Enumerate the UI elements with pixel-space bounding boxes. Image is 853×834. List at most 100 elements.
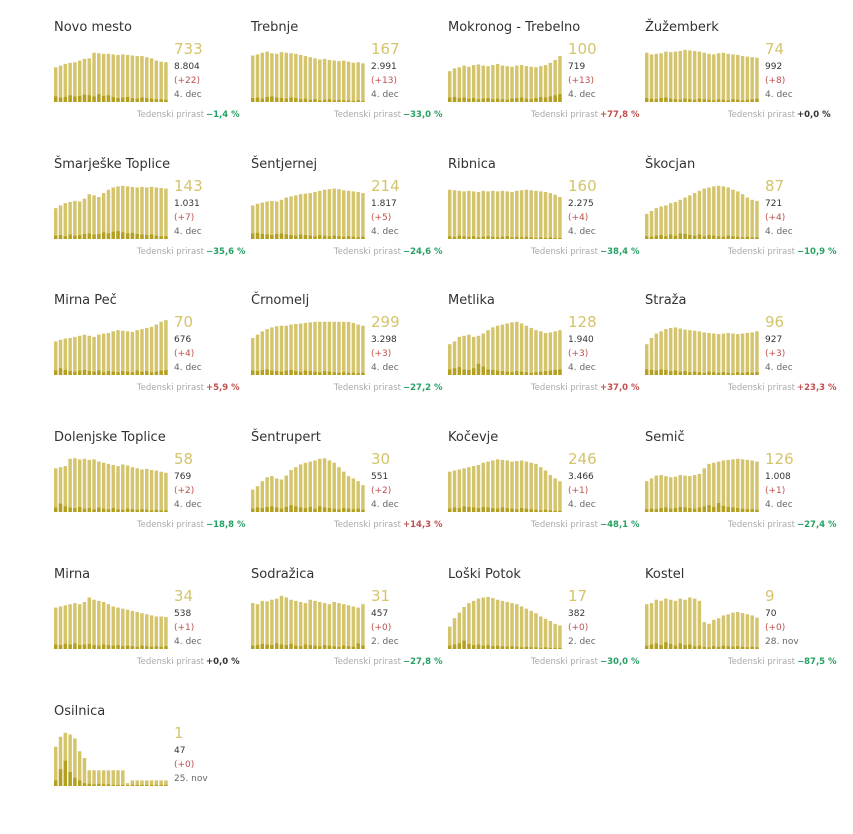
active-cases-bar (745, 459, 750, 512)
new-cases-bar (111, 784, 115, 786)
new-cases-bar (270, 645, 274, 649)
active-cases-bar (101, 53, 106, 102)
new-cases-bar (97, 233, 101, 239)
new-cases-bar (524, 98, 529, 102)
new-cases-bar (645, 369, 649, 375)
new-cases-bar (673, 508, 678, 512)
active-cases-bar (448, 344, 452, 375)
new-cases-bar (154, 646, 159, 649)
active-cases-bar (274, 326, 279, 375)
active-cases-bar (356, 481, 360, 512)
active-cases-bar (495, 599, 500, 649)
new-cases-bar (755, 647, 759, 649)
municipality-name: Šentjernej (251, 157, 318, 172)
active-cases-bar (106, 333, 111, 375)
active-cases-bar (346, 476, 351, 512)
new-cases-bar (361, 509, 365, 512)
new-cases-bar (462, 236, 466, 239)
active-cases-bar (265, 51, 269, 102)
new-cases-bar (284, 234, 288, 239)
new-cases-bar (755, 372, 759, 375)
new-cases-bar (457, 508, 462, 512)
active-cases-bar (92, 52, 96, 102)
new-cases-bar (140, 645, 144, 649)
active-cases-bar (97, 334, 101, 375)
new-cases-bar (745, 99, 750, 102)
active-cases-bar (284, 597, 288, 649)
new-cases-bar (452, 236, 457, 239)
new-cases-bar (500, 646, 505, 649)
active-cases-bar (106, 189, 111, 239)
municipality-name: Ribnica (448, 157, 496, 172)
new-cases-bar (337, 99, 341, 102)
new-cases-bar (462, 506, 466, 512)
new-cases-bar (260, 508, 265, 512)
active-cases-bar (58, 339, 63, 375)
date-label: 4. dec (371, 227, 399, 237)
active-cases-bar (740, 459, 745, 512)
active-cases-bar (125, 331, 130, 375)
new-cases-bar (313, 236, 317, 239)
active-cases-bar (121, 54, 125, 102)
total-cases-value: 1.008 (765, 472, 791, 482)
municipality-name: Osilnica (54, 704, 106, 719)
active-cases-bar (121, 185, 125, 239)
new-cases-bar (558, 369, 562, 375)
weekly-growth-label: Tedenski prirast (530, 383, 598, 393)
new-cases-bar (750, 237, 754, 239)
active-cases-bar (337, 603, 341, 649)
active-cases-bar (471, 191, 476, 239)
new-cases-bar (457, 367, 462, 375)
new-cases-bar (707, 99, 711, 102)
new-cases-bar (361, 100, 365, 102)
active-cases-bar (548, 193, 553, 239)
active-cases-bar (524, 189, 529, 239)
new-cases-bar (251, 233, 255, 239)
active-cases-bar (116, 54, 120, 102)
active-cases-bar (111, 54, 115, 102)
active-cases-bar (125, 783, 130, 786)
new-cases-bar (87, 95, 91, 102)
total-cases-value: 1.031 (174, 199, 200, 209)
new-cases-bar (298, 99, 303, 102)
new-cases-bar (755, 98, 759, 102)
active-cases-bar (308, 599, 312, 649)
weekly-growth-value: −1,4 % (206, 110, 240, 120)
active-cases-bar (303, 462, 308, 512)
new-cases-bar (106, 645, 111, 649)
new-cases-bar (313, 371, 317, 375)
new-cases-bar (58, 97, 63, 102)
new-cases-bar (726, 372, 730, 375)
new-cases-bar (332, 508, 336, 512)
new-cases-bar (351, 100, 356, 102)
new-cases-bar (73, 371, 77, 375)
new-cases-bar (63, 96, 68, 102)
active-cases-bar (510, 603, 514, 649)
active-cases-bar (327, 321, 332, 375)
active-cases-bar (318, 190, 322, 239)
active-cases-bar (111, 331, 115, 375)
active-cases-bar (649, 54, 654, 102)
active-cases-bar (495, 325, 500, 375)
new-cases-bar (688, 235, 692, 239)
active-cases-bar (721, 52, 726, 102)
new-cases-bar (274, 507, 279, 512)
active-cases-bar (539, 331, 543, 375)
new-cases-bar (149, 646, 154, 649)
new-cases-value: (+1) (568, 486, 589, 496)
new-cases-bar (500, 99, 505, 102)
municipality-name: Žužemberk (645, 20, 719, 35)
active-cases-bar (164, 617, 168, 649)
active-cases-bar (457, 612, 462, 649)
municipality-name: Loški Potok (448, 567, 521, 582)
new-cases-bar (721, 372, 726, 375)
new-cases-bar (505, 99, 509, 102)
active-cases-bar (462, 335, 466, 375)
new-cases-value: (+0) (174, 760, 195, 770)
active-cases-bar (462, 468, 466, 512)
new-cases-bar (270, 370, 274, 375)
weekly-growth-value: +5,9 % (206, 383, 240, 393)
new-cases-bar (664, 236, 668, 239)
date-label: 4. dec (174, 637, 202, 647)
new-cases-bar (491, 646, 495, 649)
